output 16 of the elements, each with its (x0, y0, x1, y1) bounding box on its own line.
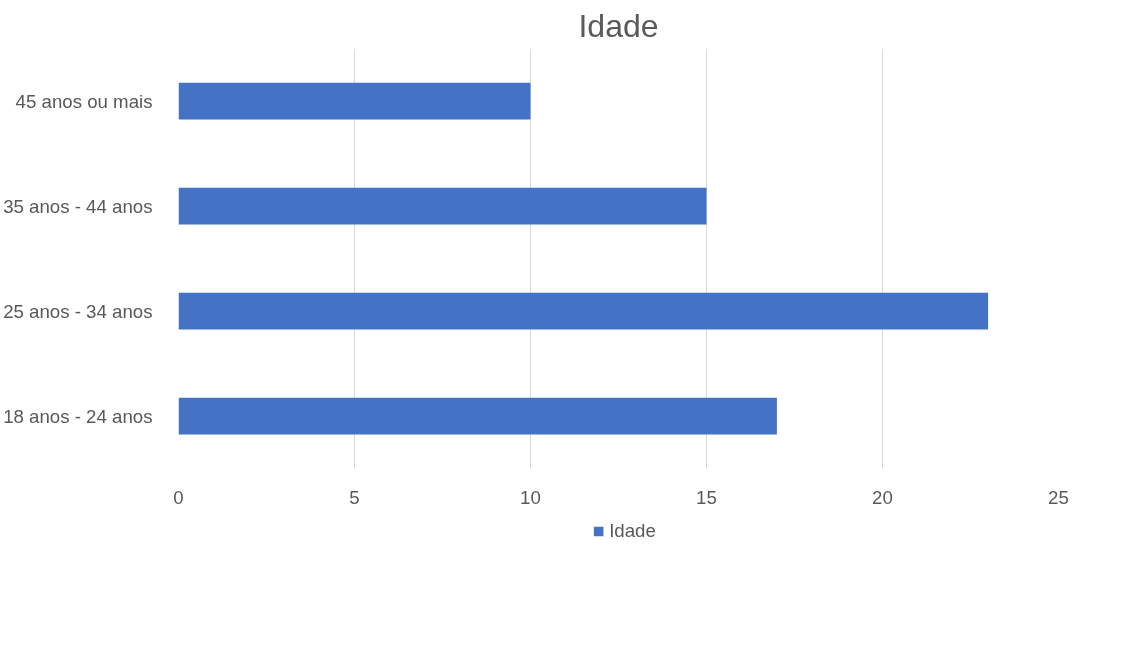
chart-title: Idade (578, 7, 659, 44)
y-tick-label: 35 anos - 44 anos (3, 195, 153, 217)
bar (178, 187, 707, 225)
x-tick-label: 10 (520, 486, 541, 508)
y-tick-label: 18 anos - 24 anos (3, 405, 153, 427)
x-tick-label: 25 (1048, 486, 1069, 508)
bar (178, 397, 777, 435)
bar (178, 82, 531, 120)
legend-label: Idade (609, 520, 656, 542)
y-tick-label: 45 anos ou mais (15, 90, 153, 112)
x-tick-label: 0 (173, 486, 184, 508)
bar (178, 292, 989, 330)
x-tick-label: 15 (696, 486, 717, 508)
x-tick-label: 5 (349, 486, 360, 508)
y-tick-label: 25 anos - 34 anos (3, 300, 153, 322)
x-tick-label: 20 (872, 486, 893, 508)
